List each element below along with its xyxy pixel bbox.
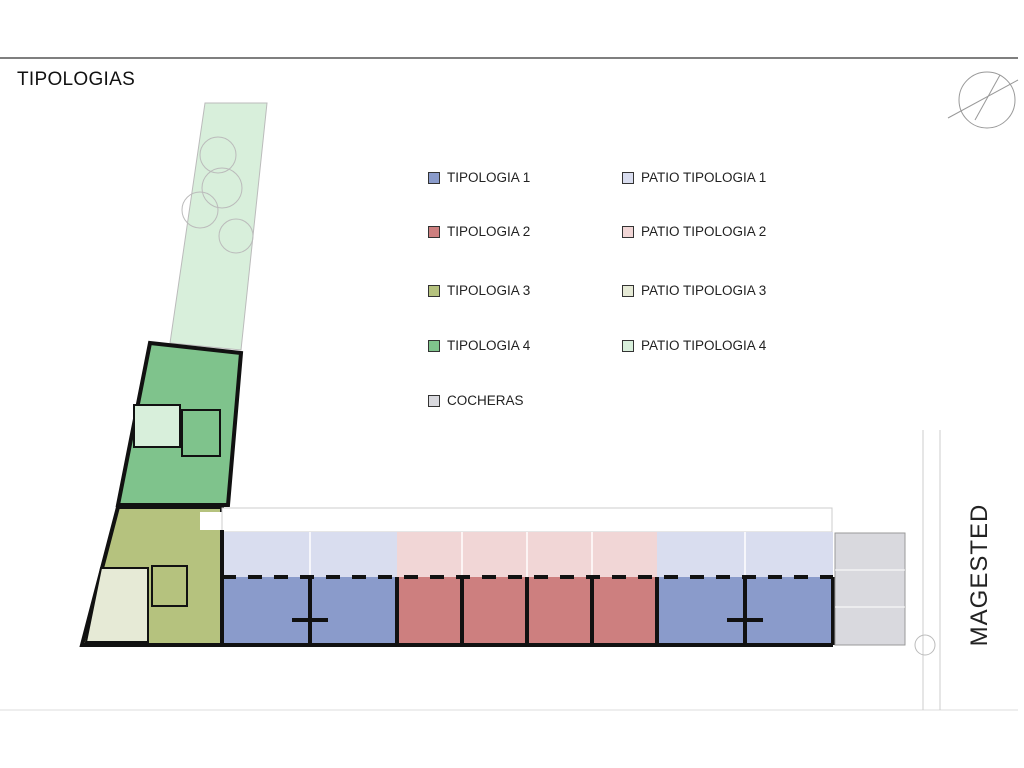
room bbox=[151, 565, 188, 607]
legend-swatch bbox=[622, 284, 634, 297]
legend-swatch bbox=[428, 171, 440, 184]
patio-tipologia-4 bbox=[169, 102, 268, 351]
legend-swatch bbox=[428, 339, 440, 352]
walls bbox=[220, 530, 835, 647]
legend-item-tipologia-2: TIPOLOGIA 2 bbox=[428, 224, 530, 239]
patio-interior-4 bbox=[133, 404, 181, 448]
legend-label: COCHERAS bbox=[447, 393, 524, 408]
legend-swatch bbox=[622, 339, 634, 352]
legend-item-patio-1: PATIO TIPOLOGIA 1 bbox=[622, 170, 766, 185]
legend-item-patio-4: PATIO TIPOLOGIA 4 bbox=[622, 338, 766, 353]
legend-swatch bbox=[428, 225, 440, 238]
legend-label: PATIO TIPOLOGIA 1 bbox=[641, 170, 767, 185]
legend-swatch bbox=[622, 171, 634, 184]
room bbox=[181, 409, 221, 457]
legend-item-tipologia-1: TIPOLOGIA 1 bbox=[428, 170, 530, 185]
legend-label: TIPOLOGIA 2 bbox=[447, 224, 531, 239]
legend-swatch bbox=[622, 225, 634, 238]
legend-item-patio-3: PATIO TIPOLOGIA 3 bbox=[622, 283, 766, 298]
legend-label: PATIO TIPOLOGIA 3 bbox=[641, 283, 767, 298]
corridor bbox=[221, 507, 833, 533]
page-title: TIPOLOGIAS bbox=[17, 69, 136, 90]
legend-item-tipologia-3: TIPOLOGIA 3 bbox=[428, 283, 530, 298]
legend-item-tipologia-4: TIPOLOGIA 4 bbox=[428, 338, 530, 353]
legend-swatch bbox=[428, 394, 440, 407]
street-label: MAGESTED bbox=[966, 503, 993, 647]
legend-label: TIPOLOGIA 1 bbox=[447, 170, 531, 185]
cocheras bbox=[834, 532, 906, 646]
legend-label: PATIO TIPOLOGIA 4 bbox=[641, 338, 767, 353]
legend-swatch bbox=[428, 284, 440, 297]
north-arrow-icon bbox=[947, 71, 1019, 129]
legend-item-cocheras: COCHERAS bbox=[428, 393, 524, 408]
patio-tipologia-3 bbox=[84, 567, 149, 643]
legend-label: TIPOLOGIA 3 bbox=[447, 283, 531, 298]
legend-label: TIPOLOGIA 4 bbox=[447, 338, 531, 353]
legend-label: PATIO TIPOLOGIA 2 bbox=[641, 224, 767, 239]
tree-icons bbox=[181, 136, 254, 254]
entry bbox=[200, 512, 222, 530]
legend-item-patio-2: PATIO TIPOLOGIA 2 bbox=[622, 224, 766, 239]
